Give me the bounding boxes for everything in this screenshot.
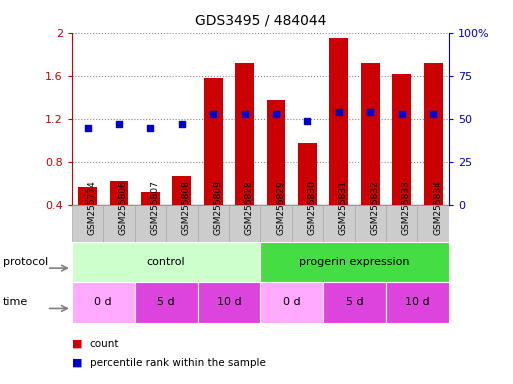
Text: GDS3495 / 484044: GDS3495 / 484044 [194, 13, 326, 27]
Text: 0 d: 0 d [283, 297, 301, 308]
Bar [261, 282, 323, 323]
Point [84, 124, 92, 131]
Point [272, 111, 280, 117]
Bar [141, 192, 160, 205]
Bar [172, 176, 191, 205]
Bar [323, 282, 386, 323]
Text: 10 d: 10 d [216, 297, 241, 308]
Point [209, 111, 218, 117]
Point [115, 121, 123, 127]
Bar [298, 143, 317, 205]
Bar [261, 242, 449, 282]
Bar [292, 205, 323, 242]
Text: GSM255832: GSM255832 [370, 180, 379, 235]
Bar [72, 205, 103, 242]
Text: 5 d: 5 d [346, 297, 363, 308]
Bar [323, 205, 354, 242]
Bar [329, 38, 348, 205]
Point [398, 111, 406, 117]
Bar [267, 99, 285, 205]
Text: GSM255831: GSM255831 [339, 180, 348, 235]
Text: ■: ■ [72, 339, 82, 349]
Point [177, 121, 186, 127]
Bar [72, 282, 134, 323]
Point [241, 111, 249, 117]
Text: GSM255833: GSM255833 [402, 180, 411, 235]
Text: count: count [90, 339, 120, 349]
Text: 0 d: 0 d [94, 297, 112, 308]
Bar [134, 205, 166, 242]
Text: progerin expression: progerin expression [300, 257, 410, 267]
Bar [418, 205, 449, 242]
Bar [361, 63, 380, 205]
Text: 10 d: 10 d [405, 297, 430, 308]
Bar [424, 63, 443, 205]
Text: GSM255809: GSM255809 [213, 180, 222, 235]
Text: GSM255829: GSM255829 [276, 180, 285, 235]
Bar [204, 78, 223, 205]
Text: GSM255774: GSM255774 [88, 180, 96, 235]
Text: GSM255808: GSM255808 [182, 180, 191, 235]
Bar [229, 205, 261, 242]
Text: GSM255828: GSM255828 [245, 180, 253, 235]
Bar [198, 205, 229, 242]
Point [146, 124, 154, 131]
Text: GSM255806: GSM255806 [119, 180, 128, 235]
Text: percentile rank within the sample: percentile rank within the sample [90, 358, 266, 368]
Bar [110, 180, 128, 205]
Point [366, 109, 374, 115]
Bar [386, 282, 449, 323]
Bar [198, 282, 261, 323]
Text: 5 d: 5 d [157, 297, 175, 308]
Point [429, 111, 437, 117]
Bar [78, 187, 97, 205]
Bar [354, 205, 386, 242]
Bar [235, 63, 254, 205]
Bar [103, 205, 134, 242]
Bar [72, 242, 261, 282]
Text: protocol: protocol [3, 257, 48, 267]
Bar [166, 205, 198, 242]
Bar [261, 205, 292, 242]
Text: GSM255807: GSM255807 [150, 180, 160, 235]
Bar [134, 282, 198, 323]
Bar [392, 74, 411, 205]
Text: control: control [147, 257, 185, 267]
Point [303, 118, 311, 124]
Text: GSM255830: GSM255830 [307, 180, 317, 235]
Text: ■: ■ [72, 358, 82, 368]
Text: GSM255834: GSM255834 [433, 180, 442, 235]
Text: time: time [3, 297, 28, 308]
Point [335, 109, 343, 115]
Bar [386, 205, 418, 242]
